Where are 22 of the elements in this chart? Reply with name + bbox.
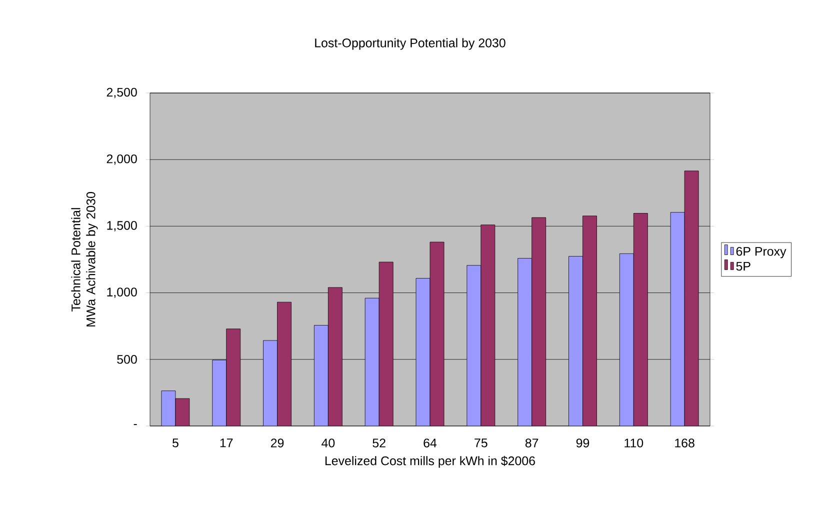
x-tick-label: 64	[424, 438, 437, 448]
y-tick-label: -	[134, 424, 137, 426]
y-tick-label: 1,500	[107, 221, 137, 232]
legend-label: 6P Proxy	[736, 246, 786, 258]
x-tick-label: 99	[576, 438, 590, 448]
legend-label: 5P	[736, 262, 750, 271]
y-tick-label: 1,000	[107, 288, 137, 298]
y-tick-label: 2,500	[106, 88, 137, 98]
x-tick-label: 17	[220, 438, 233, 448]
x-tick-label: 87	[525, 438, 538, 448]
x-tick-label: 110	[624, 438, 644, 448]
x-tick-label: 168	[675, 438, 694, 448]
x-tick-label: 75	[474, 438, 488, 448]
x-tick-label: 52	[372, 438, 386, 448]
y-axis-title: Technical Potential MWa Achivable by 2030	[71, 192, 98, 326]
x-tick-label: 29	[270, 438, 284, 448]
y-tick-label: 2,000	[106, 154, 137, 165]
x-tick-label: 40	[322, 438, 335, 448]
chart-title: Lost-Opportunity Potential by 2030	[315, 38, 506, 50]
y-tick-label: 500	[117, 354, 137, 364]
x-tick-label: 5	[172, 438, 178, 448]
x-axis-title: Levelized Cost mills per kWh in $2006	[325, 456, 535, 468]
